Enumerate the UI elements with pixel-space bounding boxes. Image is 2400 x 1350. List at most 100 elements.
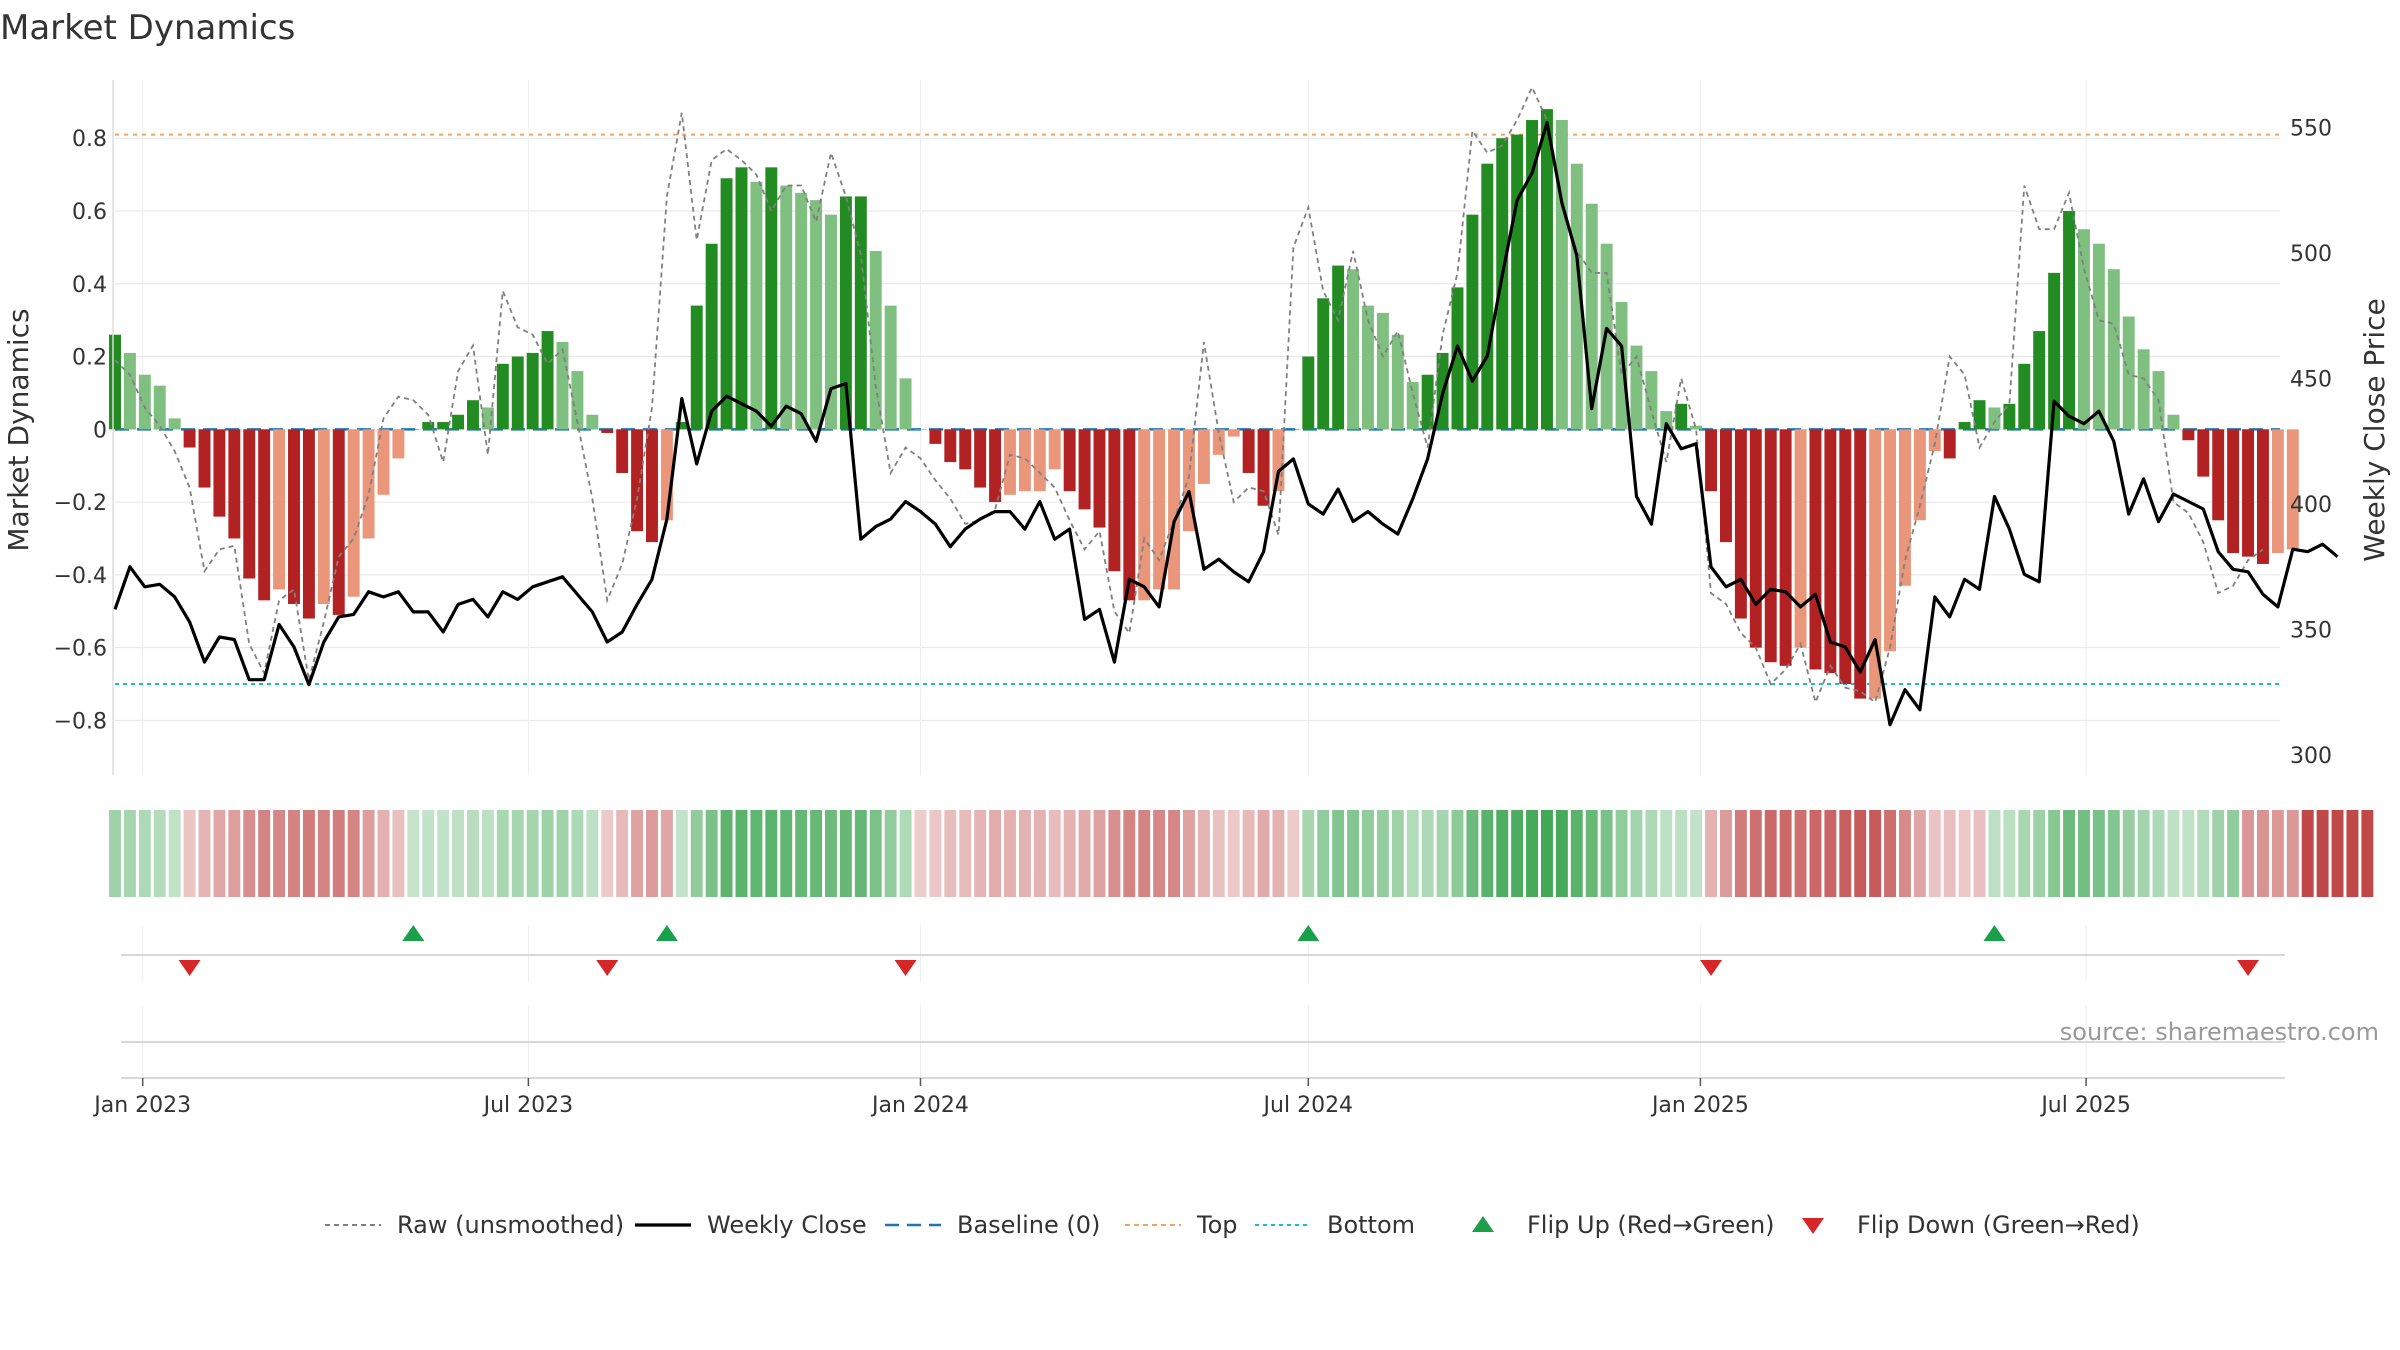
regime-cell [1272, 810, 1285, 897]
flip-up-marker [402, 925, 425, 941]
dynamics-bar [243, 429, 256, 579]
regime-cell [1048, 810, 1061, 897]
dynamics-bar [1570, 163, 1583, 430]
regime-cell [780, 810, 793, 897]
dynamics-bar [2212, 429, 2225, 521]
dynamics-bar [1660, 411, 1673, 430]
y2-tick-label: 550 [2290, 117, 2332, 142]
dynamics-bar [869, 251, 882, 430]
dynamics-bar [795, 192, 808, 430]
dynamics-bar [317, 429, 330, 604]
regime-cell [2018, 810, 2031, 897]
regime-cell [1391, 810, 1404, 897]
y2-tick-label: 450 [2290, 368, 2332, 393]
dynamics-bar [2048, 272, 2061, 430]
dynamics-bar [1839, 429, 1852, 685]
flip-down-marker [596, 960, 619, 976]
regime-cell [646, 810, 658, 897]
dynamics-bar [422, 422, 435, 430]
regime-cell [1287, 810, 1300, 897]
dynamics-bar [511, 356, 524, 430]
regime-cell [2182, 810, 2195, 897]
dynamics-bar [1048, 429, 1061, 470]
x-tick-label: Jan 2025 [1650, 1093, 1749, 1118]
regime-cell [914, 810, 927, 897]
regime-cell [1690, 810, 1703, 897]
regime-cell [1615, 810, 1628, 897]
regime-cell [705, 810, 718, 897]
dynamics-bar [616, 429, 629, 473]
regime-cell [929, 810, 942, 897]
dynamics-bar [1824, 429, 1837, 674]
dynamics-bar [2003, 403, 2016, 430]
dynamics-bar [377, 429, 390, 495]
main-axes: 0.8 0.6 0.4 0.2 0 −0.2 −0.4 −0.6 −0.8 550 500 450 40… [54, 80, 2332, 775]
regime-cell [944, 810, 957, 897]
legend-swatch-flip_down [1802, 1218, 1824, 1234]
regime-cell [631, 810, 644, 897]
x-tick-label: Jul 2023 [482, 1093, 574, 1118]
y-tick-label: −0.2 [54, 491, 107, 516]
dynamics-bar [2182, 429, 2195, 441]
x-tick-label: Jan 2023 [92, 1093, 191, 1118]
regime-cell [2077, 810, 2090, 897]
y2-axis-title: Weekly Close Price [2358, 298, 2391, 561]
regime-cell [1093, 810, 1106, 897]
regime-cell [1526, 810, 1539, 897]
dynamics-bar [1138, 429, 1151, 601]
dynamics-bar [2018, 363, 2031, 430]
legend-label-close: Weekly Close [707, 1211, 867, 1239]
regime-cell [1511, 810, 1524, 897]
dynamics-bar [1272, 429, 1285, 492]
regime-cell [1451, 810, 1464, 897]
dynamics-bar [153, 385, 166, 430]
dynamics-bar [228, 429, 241, 539]
regime-cell [556, 810, 569, 897]
dynamics-bar [1809, 429, 1822, 670]
flip-up-marker [1983, 925, 2006, 941]
regime-cell [571, 810, 584, 897]
dynamics-bar [1794, 429, 1807, 648]
regime-cell [302, 810, 315, 897]
dynamics-bar [884, 305, 897, 430]
legend-label-bottom: Bottom [1327, 1211, 1415, 1239]
regime-cell [1869, 810, 1882, 897]
raw-unsmoothed-line [114, 85, 2264, 706]
regime-cell [153, 810, 166, 897]
dynamics-bar [1973, 400, 1986, 430]
regime-cell [869, 810, 882, 897]
regime-cell [2227, 810, 2240, 897]
dynamics-bar [1004, 429, 1016, 495]
regime-cell [690, 810, 703, 897]
regime-cell [1421, 810, 1434, 897]
regime-cell [1943, 810, 1956, 897]
dynamics-bar [1093, 429, 1106, 528]
dynamics-bar [1153, 429, 1166, 590]
regime-cell [1824, 810, 1837, 897]
dynamics-bar [347, 429, 360, 597]
regime-cell [2152, 810, 2165, 897]
dynamics-bar [586, 414, 599, 430]
dynamics-bar [198, 429, 211, 488]
dynamics-bar [1958, 422, 1971, 430]
regime-cell [1541, 810, 1553, 897]
regime-cell [1242, 810, 1255, 897]
regime-cell [735, 810, 748, 897]
regime-cell [2137, 810, 2150, 897]
regime-cell [452, 810, 465, 897]
regime-cell [437, 810, 450, 897]
regime-cell [213, 810, 226, 897]
regime-cell [1839, 810, 1852, 897]
dynamics-bar [1063, 429, 1076, 492]
legend-item-close: Weekly Close [635, 1211, 867, 1239]
regime-cell [407, 810, 420, 897]
dynamics-bar [1033, 429, 1046, 492]
regime-cell [854, 810, 867, 897]
regime-cell [1376, 810, 1389, 897]
legend-item-bottom: Bottom [1255, 1211, 1415, 1239]
dynamics-bar [1928, 429, 1941, 452]
y-tick-label: −0.8 [54, 709, 107, 734]
regime-cell [377, 810, 390, 897]
regime-cell [2301, 810, 2314, 897]
